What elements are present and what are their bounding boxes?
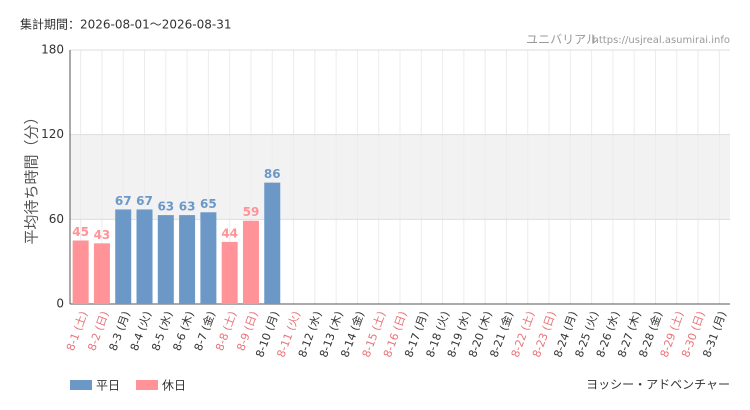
value-label: 67 bbox=[136, 194, 153, 208]
legend-swatch bbox=[136, 380, 158, 390]
legend-label: 平日 bbox=[96, 379, 120, 393]
value-label: 43 bbox=[94, 228, 111, 242]
legend-swatch bbox=[70, 380, 92, 390]
y-tick-label: 0 bbox=[56, 297, 64, 311]
bar bbox=[264, 182, 281, 304]
y-tick-label: 60 bbox=[49, 212, 64, 226]
value-label: 44 bbox=[221, 226, 238, 240]
bar bbox=[242, 220, 259, 304]
bar bbox=[157, 215, 174, 304]
header: 集計期間：2026-08-01〜2026-08-31 bbox=[20, 17, 231, 32]
bar bbox=[221, 241, 238, 304]
value-label: 86 bbox=[264, 167, 281, 181]
y-tick-label: 120 bbox=[41, 127, 64, 141]
bar bbox=[93, 243, 110, 304]
value-label: 63 bbox=[179, 200, 196, 214]
attraction-name: ヨッシー・アドベンチャー bbox=[586, 378, 730, 392]
bar bbox=[136, 209, 153, 304]
source-name: ユニバリアル bbox=[526, 33, 598, 47]
bar bbox=[115, 209, 132, 304]
bar bbox=[200, 212, 217, 304]
value-label: 67 bbox=[115, 194, 132, 208]
value-label: 59 bbox=[243, 205, 260, 219]
source-url: https://usjreal.asumirai.info bbox=[593, 35, 730, 46]
legend-label: 休日 bbox=[162, 379, 186, 393]
y-tick-label: 180 bbox=[41, 43, 64, 57]
value-label: 45 bbox=[72, 225, 89, 239]
bar bbox=[72, 240, 89, 304]
value-label: 63 bbox=[157, 200, 174, 214]
value-label: 65 bbox=[200, 197, 217, 211]
y-axis-label: 平均待ち時間（分） bbox=[23, 109, 41, 244]
bar bbox=[179, 215, 196, 304]
